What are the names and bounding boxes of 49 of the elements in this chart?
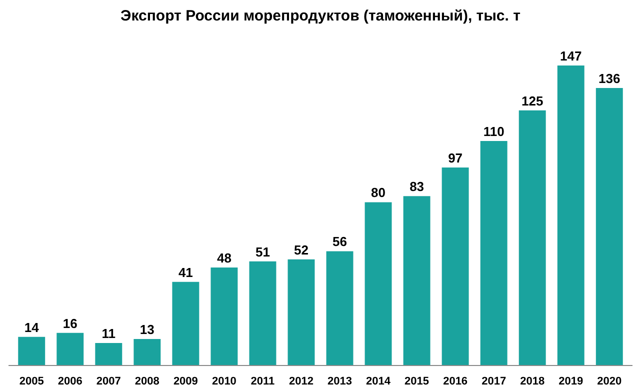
data-label: 11 [102,326,116,342]
bar [557,66,584,366]
x-tick-label: 2017 [482,376,506,387]
bar [249,261,276,366]
x-tick-label: 2011 [250,376,275,387]
bar [480,141,508,366]
data-label: 48 [216,250,232,266]
bar [172,282,200,366]
data-label: 16 [62,316,78,331]
bar [442,168,469,366]
data-label: 41 [178,264,193,280]
x-tick-label: 2015 [404,376,430,387]
x-tick-label: 2012 [289,376,314,387]
x-tick-label: 2006 [58,376,82,387]
bar [210,268,238,366]
data-label: 14 [24,320,40,335]
x-tick-label: 2013 [328,376,352,387]
data-label: 110 [483,124,504,140]
x-tick-label: 2014 [366,376,392,387]
data-label: 97 [448,150,463,166]
x-tick-label: 2008 [134,376,160,387]
x-tick-label: 2010 [212,376,236,387]
x-tick-label: 2009 [173,376,198,387]
x-tick-label: 2020 [597,376,622,387]
x-tick-label: 2019 [558,376,584,387]
bar [288,259,315,366]
chart-title: Экспорт России морепродуктов (таможенный), тыс. т [120,8,520,24]
data-label: 136 [598,70,620,86]
x-tick-label: 2007 [96,376,121,387]
data-label: 147 [560,48,582,64]
data-label: 13 [140,322,154,337]
bar [403,196,430,366]
bar [596,88,623,366]
bar [134,338,161,366]
data-label: 51 [255,244,270,260]
bar [56,332,84,366]
bar [18,336,46,366]
x-tick-label: 2005 [19,376,44,387]
data-label: 83 [410,179,424,194]
x-tick-label: 2016 [443,376,468,387]
bar [518,110,546,366]
x-tick-label: 2018 [520,376,545,387]
data-label: 125 [522,93,544,108]
data-label: 52 [294,242,308,258]
bar [326,251,354,366]
bar [95,343,122,366]
bar [364,202,392,366]
data-label: 56 [332,234,347,250]
data-label: 80 [371,185,386,200]
